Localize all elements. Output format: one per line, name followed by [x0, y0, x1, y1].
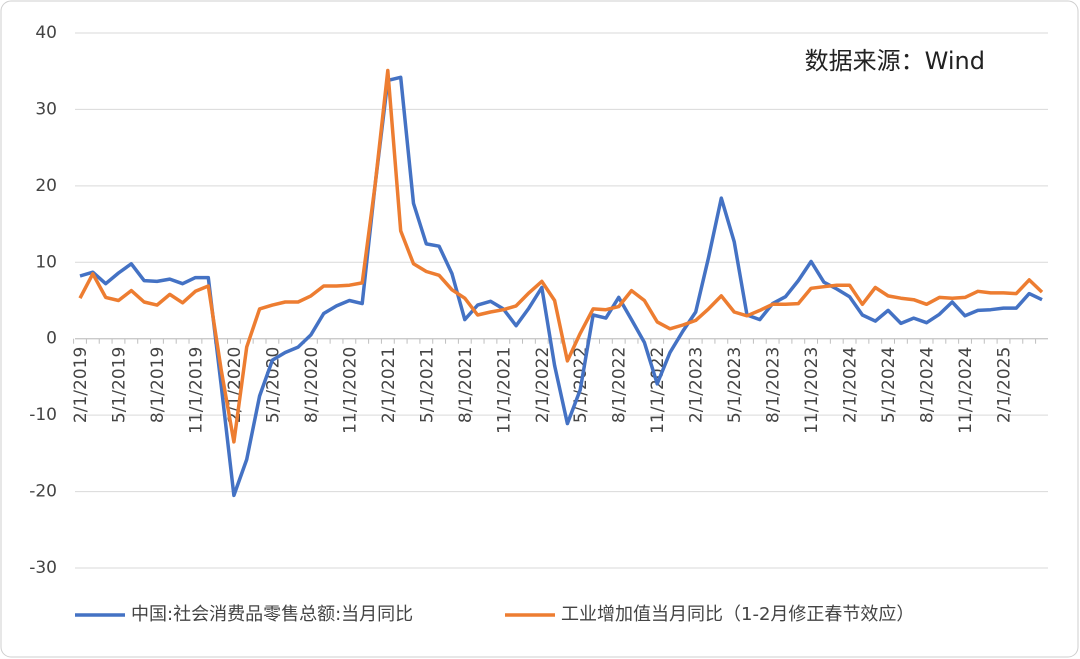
x-tick-label: 2/1/2019 [71, 347, 91, 423]
x-tick-label: 2/1/2025 [995, 347, 1015, 423]
x-tick-label: 8/1/2024 [918, 347, 938, 423]
y-tick-label: 40 [35, 23, 57, 43]
x-tick-label: 8/1/2019 [148, 347, 168, 423]
x-tick-label: 5/1/2023 [725, 347, 745, 423]
y-tick-label: 0 [46, 329, 57, 349]
source-note: 数据来源：Wind [805, 47, 985, 75]
y-tick-label: 20 [35, 176, 57, 196]
legend-label: 工业增加值当月同比（1-2月修正春节效应） [561, 604, 914, 625]
x-tick-label: 8/1/2020 [302, 347, 322, 423]
x-tick-label: 2/1/2023 [687, 347, 707, 423]
y-tick-label: -20 [29, 482, 57, 502]
x-tick-label: 11/1/2024 [956, 347, 976, 434]
x-tick-label: 11/1/2020 [340, 347, 360, 434]
legend-label: 中国:社会消费品零售总额:当月同比 [131, 604, 413, 625]
y-tick-label: -10 [29, 405, 57, 425]
y-tick-label: 30 [35, 99, 57, 119]
series-line [78, 68, 1044, 444]
x-tick-label: 5/1/2019 [109, 347, 129, 423]
x-tick-label: 11/1/2021 [494, 347, 514, 434]
x-tick-label: 5/1/2024 [879, 347, 899, 423]
y-tick-label: 10 [35, 252, 57, 272]
x-tick-label: 8/1/2023 [764, 347, 784, 423]
x-tick-label: 5/1/2020 [263, 347, 283, 423]
series-line [79, 75, 1043, 498]
y-tick-label: -30 [29, 558, 57, 578]
x-tick-label: 11/1/2019 [186, 347, 206, 434]
x-tick-label: 2/1/2024 [841, 347, 861, 423]
x-tick-label: 8/1/2022 [610, 347, 630, 423]
x-tick-label: 8/1/2021 [456, 347, 476, 423]
x-tick-label: 5/1/2021 [417, 347, 437, 423]
x-tick-label: 11/1/2023 [802, 347, 822, 434]
x-tick-label: 2/1/2021 [379, 347, 399, 423]
x-tick-label: 2/1/2022 [533, 347, 553, 423]
